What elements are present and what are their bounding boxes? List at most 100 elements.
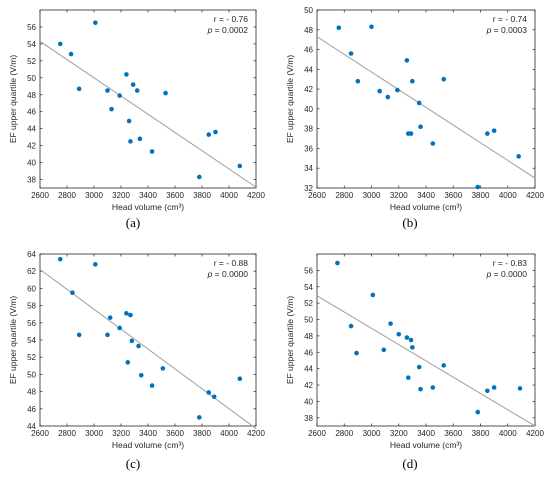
r-value-text: r = - 0.76 (214, 14, 249, 24)
scatter-panel: 2600 2800 3000 3200 3400 3600 3800 4000 4200 38 40… (8, 9, 265, 230)
x-tick-label: 3000 (363, 191, 381, 200)
data-point (109, 106, 114, 112)
data-point (57, 41, 63, 47)
p-value: = 0.0000 (212, 269, 248, 279)
r-value-text: r = - 0.88 (214, 258, 249, 268)
x-tick-label: 4200 (526, 191, 544, 200)
data-point (370, 292, 376, 298)
regression-line (316, 295, 536, 427)
data-point (517, 386, 523, 391)
y-tick-label: 38 (304, 125, 313, 134)
p-symbol: p (486, 25, 492, 35)
data-point (485, 388, 490, 394)
y-tick-label: 56 (304, 266, 313, 275)
y-axis-label: EF upper quartile (V/m) (8, 296, 18, 385)
x-tick-label: 2800 (335, 191, 353, 200)
y-tick-label: 50 (304, 316, 313, 325)
x-tick-label: 3200 (390, 191, 408, 200)
x-tick-label: 3600 (166, 191, 184, 200)
data-point (408, 131, 414, 136)
data-point (388, 321, 393, 326)
data-point (128, 312, 133, 318)
x-tick-label: 2800 (335, 429, 353, 438)
y-tick-label: 40 (304, 397, 313, 406)
x-tick-label: 2800 (58, 429, 76, 438)
x-tick-label: 3200 (112, 429, 130, 438)
x-tick-label: 3600 (166, 429, 184, 438)
y-tick-label: 48 (304, 332, 313, 341)
x-tick-label: 3200 (390, 429, 408, 438)
y-tick-label: 52 (27, 353, 36, 362)
data-point (354, 350, 359, 356)
data-point (197, 415, 202, 420)
data-point (138, 372, 144, 378)
y-tick-label: 36 (304, 144, 313, 153)
data-point (128, 139, 133, 144)
panel-label: (c) (126, 456, 140, 471)
data-point (134, 88, 140, 93)
y-tick-label: 58 (27, 302, 36, 311)
data-point (93, 262, 98, 267)
y-axis-label: EF upper quartile (V/m) (285, 55, 295, 144)
y-tick-label: 34 (304, 164, 313, 173)
y-tick-label: 40 (304, 105, 313, 114)
regression-line (316, 36, 536, 179)
data-point (410, 345, 415, 350)
data-point (348, 51, 354, 56)
x-tick-label: 4000 (499, 191, 517, 200)
data-point (124, 72, 129, 77)
y-tick-label: 38 (27, 176, 36, 185)
y-tick-label: 52 (304, 299, 313, 308)
data-point (404, 58, 410, 63)
panel-label: (d) (402, 456, 417, 471)
x-tick-label: 3600 (444, 429, 462, 438)
y-tick-label: 64 (27, 250, 36, 259)
data-point (57, 256, 63, 262)
data-point (475, 409, 481, 415)
data-point (491, 385, 497, 390)
data-point (124, 311, 129, 316)
x-tick-label: 2600 (31, 191, 49, 200)
x-tick-label: 3000 (85, 191, 103, 200)
p-symbol: p (207, 25, 213, 35)
data-point (381, 347, 387, 353)
x-tick-label: 3400 (139, 191, 157, 200)
data-point (213, 129, 218, 135)
x-tick-label: 3000 (363, 429, 381, 438)
y-tick-label: 42 (304, 381, 313, 390)
axes-box (316, 253, 536, 427)
data-point (369, 24, 374, 30)
x-tick-label: 3800 (472, 429, 490, 438)
data-point (418, 386, 423, 392)
data-point (211, 394, 217, 400)
y-tick-label: 48 (27, 388, 36, 397)
y-tick-label: 46 (304, 348, 313, 357)
y-tick-label: 56 (27, 319, 36, 328)
x-axis-label: Head volume (cm³) (390, 440, 462, 450)
data-point (335, 260, 340, 266)
y-tick-label: 54 (27, 40, 36, 49)
x-tick-label: 4000 (499, 429, 517, 438)
data-point (441, 363, 447, 368)
panel-label: (a) (126, 215, 140, 230)
data-point (125, 360, 131, 365)
scatter-panel: 2600 2800 3000 3200 3400 3600 3800 4000 4200 32 34… (285, 6, 544, 230)
x-tick-label: 2800 (58, 191, 76, 200)
p-symbol: p (207, 269, 213, 279)
y-axis-label: EF upper quartile (V/m) (8, 55, 18, 144)
y-tick-label: 46 (27, 405, 36, 414)
data-point (430, 385, 436, 390)
x-tick-label: 2600 (308, 429, 326, 438)
y-tick-label: 44 (27, 125, 36, 134)
x-tick-label: 4000 (220, 429, 238, 438)
data-point (348, 323, 354, 329)
y-tick-label: 54 (27, 336, 36, 345)
x-tick-label: 3400 (417, 191, 435, 200)
p-value-text: p = 0.0000 (486, 269, 528, 279)
y-tick-label: 52 (27, 57, 36, 66)
data-point (237, 376, 243, 382)
y-tick-label: 42 (27, 142, 36, 151)
y-tick-label: 38 (304, 414, 313, 423)
x-tick-label: 3400 (417, 429, 435, 438)
data-point (130, 82, 136, 87)
